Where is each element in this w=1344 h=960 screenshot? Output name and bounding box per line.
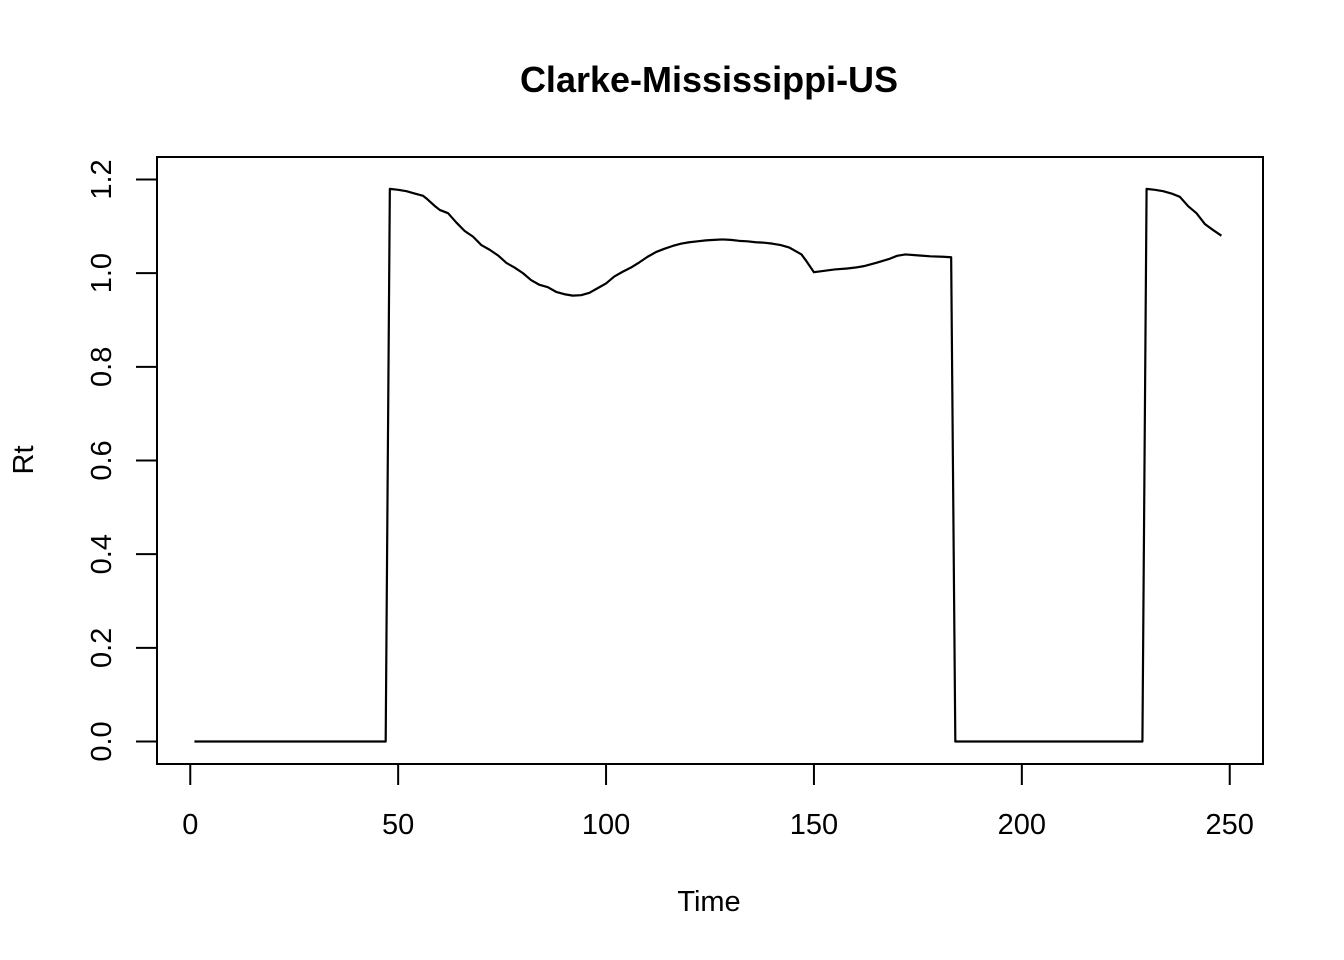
- x-axis: 0 50 100 150 200 250: [182, 763, 1254, 841]
- plot-frame: [156, 156, 1264, 765]
- x-tick-label: 200: [998, 809, 1046, 841]
- y-tick-label: 1.0: [86, 253, 118, 293]
- y-tick-label: 0.0: [86, 721, 118, 761]
- x-axis-title: Time: [677, 886, 740, 918]
- y-axis-title: Rt: [8, 446, 40, 475]
- x-tick-label: 250: [1206, 809, 1254, 841]
- y-axis: 0.0 0.2 0.4 0.6 0.8 1.0 1.2: [86, 159, 158, 762]
- x-tick-label: 100: [582, 809, 630, 841]
- x-tick-label: 150: [790, 809, 838, 841]
- x-tick-label: 50: [382, 809, 414, 841]
- y-tick-label: 0.2: [86, 628, 118, 668]
- chart-title: Clarke-Mississippi-US: [520, 59, 898, 100]
- y-tick-label: 0.6: [86, 440, 118, 480]
- y-tick-label: 0.4: [86, 534, 118, 574]
- x-tick-label: 0: [182, 809, 198, 841]
- y-tick-label: 0.8: [86, 347, 118, 387]
- rt-series-line: [194, 187, 1223, 743]
- y-tick-label: 1.2: [86, 159, 118, 199]
